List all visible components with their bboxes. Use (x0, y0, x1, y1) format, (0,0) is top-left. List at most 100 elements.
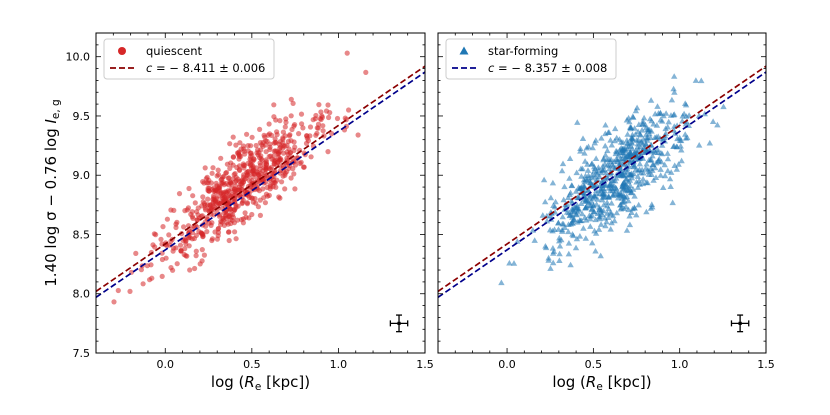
data-point (617, 159, 625, 166)
data-point (203, 176, 209, 182)
data-point (626, 212, 633, 219)
data-point (189, 236, 195, 242)
x-tick-label: 0.5 (585, 358, 603, 371)
data-point (271, 114, 277, 120)
data-point (602, 130, 609, 137)
data-point (177, 242, 184, 248)
data-point (667, 112, 675, 118)
data-point (621, 155, 628, 161)
data-point (257, 140, 263, 146)
data-point (664, 123, 671, 130)
data-point (696, 142, 703, 148)
data-point (579, 135, 587, 141)
data-point (327, 110, 333, 116)
data-point (140, 281, 146, 287)
data-point (631, 193, 638, 199)
data-point (578, 217, 585, 224)
data-point (560, 220, 567, 227)
data-point (642, 121, 649, 128)
data-point (246, 215, 252, 221)
data-point (618, 195, 625, 201)
data-point (565, 240, 573, 246)
data-point (624, 131, 631, 137)
data-point (221, 182, 227, 188)
data-point (344, 50, 350, 56)
data-point (304, 135, 310, 141)
data-point (227, 216, 233, 222)
data-point (648, 117, 655, 124)
data-point (189, 209, 195, 215)
data-point (593, 187, 600, 193)
data-point (194, 217, 200, 223)
data-point (559, 228, 566, 234)
data-point (218, 155, 224, 161)
data-point (678, 146, 685, 153)
data-point (275, 154, 282, 160)
data-point (297, 160, 303, 167)
errorbar-marker (730, 314, 750, 333)
data-point (298, 111, 305, 117)
data-point (160, 224, 166, 230)
data-point (223, 213, 229, 219)
data-point (645, 171, 653, 177)
data-point (573, 169, 580, 176)
legend: star-forming c = − 8.357 ± 0.008 (445, 38, 617, 80)
data-point (313, 112, 319, 119)
data-point (209, 170, 215, 176)
data-point (592, 155, 600, 161)
data-point (250, 158, 256, 164)
y-tick-label: 9.0 (73, 169, 91, 182)
data-point (631, 204, 638, 211)
data-point (225, 175, 231, 181)
data-point (637, 169, 645, 176)
data-point (257, 126, 263, 132)
data-point (212, 197, 218, 203)
data-point (230, 154, 237, 160)
data-point (649, 203, 656, 210)
data-point (531, 237, 538, 243)
data-point (604, 202, 611, 209)
data-point (255, 152, 261, 158)
scatter-points (498, 73, 727, 286)
data-point (246, 178, 253, 184)
legend-label: c = − 8.411 ± 0.006 (146, 61, 265, 75)
data-point (665, 118, 672, 125)
data-point (288, 96, 294, 102)
data-point (585, 187, 592, 193)
data-point (326, 114, 332, 121)
data-point (363, 69, 369, 75)
data-point (550, 259, 557, 266)
data-point (273, 184, 279, 190)
data-point (320, 128, 326, 134)
data-point (514, 238, 521, 244)
data-point (262, 200, 268, 206)
data-point (559, 160, 567, 167)
data-point (173, 224, 179, 231)
data-point (199, 258, 205, 264)
panel-right: 0.0 0.5 1.0 1.5 log (Re [kpc]) star-forming c … (437, 32, 775, 393)
data-point (510, 260, 518, 266)
data-point (610, 182, 618, 189)
data-point (591, 139, 598, 146)
data-point (650, 161, 657, 168)
data-point (277, 118, 283, 124)
data-point (282, 172, 288, 178)
data-point (561, 183, 568, 190)
data-point (244, 201, 250, 207)
data-point (668, 169, 675, 175)
y-tick-label: 9.5 (73, 110, 91, 123)
x-tick-label: 0.5 (243, 358, 261, 371)
data-point (193, 248, 199, 254)
data-point (275, 159, 281, 165)
data-point (263, 191, 269, 197)
x-tick-label: 1.5 (416, 358, 434, 371)
data-point (199, 247, 205, 253)
data-point (657, 166, 664, 172)
data-point (288, 175, 294, 181)
data-point (250, 164, 256, 170)
data-point (580, 225, 587, 231)
data-point (576, 233, 584, 239)
ticks (438, 32, 767, 354)
data-point (607, 180, 614, 187)
data-point (581, 158, 589, 164)
